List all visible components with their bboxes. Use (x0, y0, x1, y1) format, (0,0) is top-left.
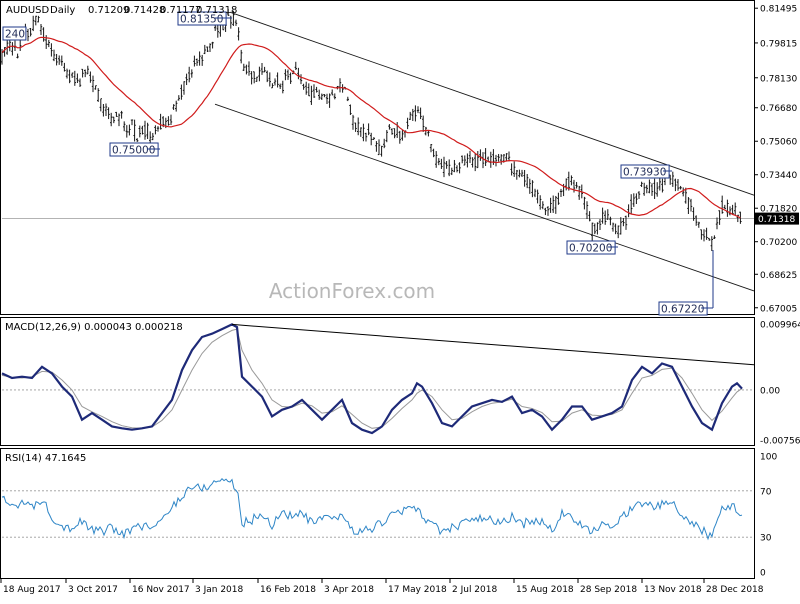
macd-trendline (231, 323, 755, 366)
macd-layer (1, 323, 755, 435)
x-tick-label: 3 Oct 2017 (68, 585, 118, 595)
price-y-tick-label: 0.81495 (760, 5, 797, 15)
watermark: ActionForex.com (269, 279, 435, 303)
ohlc-high: 0.71428 (124, 5, 165, 16)
x-tick-label: 28 Dec 2018 (706, 585, 764, 595)
axis-layer: 0.81495 0.79815 0.78130 0.76680 0.75060 0.734… (0, 5, 800, 595)
x-tick-label: 28 Sep 2018 (580, 585, 637, 595)
macd-main-line (1, 323, 743, 435)
current-price-box (755, 212, 799, 225)
price-label: 0.81350 (180, 14, 223, 26)
price-y-tick-label: 0.67005 (760, 304, 797, 314)
price-y-tick-label: 0.75060 (760, 138, 797, 148)
price-y-tick-label: 0.73440 (760, 171, 797, 181)
rsi-title: RSI(14) 47.1645 (5, 453, 86, 464)
price-label: 0.73930 (623, 167, 666, 179)
price-layer: 0.81350 0.75000 0.73930 0.70200 0.67220 240 (0, 8, 755, 316)
x-tick-label: 3 Apr 2018 (324, 585, 374, 595)
moving-average-line (1, 36, 741, 219)
macd-panel-frame (0, 317, 755, 446)
symbol-label: AUDUSD (6, 5, 50, 16)
rsi-panel-frame (0, 448, 755, 579)
x-tick-label: 3 Jan 2018 (195, 585, 243, 595)
price-y-tick-label: 0.76680 (760, 104, 797, 114)
rsi-layer (1, 477, 754, 541)
ohlc-low: 0.71177 (160, 5, 201, 16)
timeframe-label: Daily (50, 5, 75, 16)
macd-title: MACD(12,26,9) 0.000043 0.000218 (5, 322, 183, 333)
current-price-label: 0.71318 (758, 215, 795, 225)
rsi-y-tick-label: 0 (760, 569, 766, 579)
macd-y-tick-label: -0.00756 (760, 437, 800, 447)
macd-signal-line (1, 328, 743, 429)
price-y-tick-label: 0.71820 (760, 205, 797, 215)
x-tick-label: 17 May 2018 (388, 585, 447, 595)
macd-y-tick-label: 0.00 (760, 386, 780, 396)
panel-borders (0, 0, 755, 579)
price-y-tick-label: 0.79815 (760, 39, 797, 49)
channel-upper-line (229, 11, 755, 196)
macd-y-tick-label: 0.009964 (760, 321, 800, 331)
x-tick-label: 16 Nov 2017 (132, 585, 190, 595)
channel-lower-line (214, 103, 755, 292)
price-y-tick-label: 0.70200 (760, 238, 797, 248)
price-label: 0.75000 (112, 145, 155, 157)
price-y-tick-label: 0.68625 (760, 271, 797, 281)
x-tick-label: 18 Aug 2017 (3, 585, 61, 595)
price-y-tick-label: 0.78130 (760, 74, 797, 84)
ohlc-close: 0.71318 (196, 5, 237, 16)
price-label: 0.67220 (661, 304, 704, 316)
price-label-box (2, 26, 27, 41)
ohlc-open: 0.71209 (88, 5, 129, 16)
x-tick-label: 16 Feb 2018 (260, 585, 316, 595)
rsi-y-tick-label: 30 (760, 534, 772, 544)
rsi-y-tick-label: 100 (760, 453, 777, 463)
price-panel-frame (0, 0, 755, 315)
x-tick-label: 2 Jul 2018 (452, 585, 497, 595)
price-label: 240 (5, 29, 25, 41)
x-tick-label: 13 Nov 2018 (644, 585, 702, 595)
rsi-line (1, 477, 743, 541)
rsi-y-tick-label: 70 (760, 487, 772, 497)
x-tick-label: 15 Aug 2018 (516, 585, 574, 595)
price-label: 0.70200 (569, 243, 612, 255)
price-header: AUDUSD Daily 0.71209 0.71428 0.71177 0.7… (6, 5, 237, 16)
